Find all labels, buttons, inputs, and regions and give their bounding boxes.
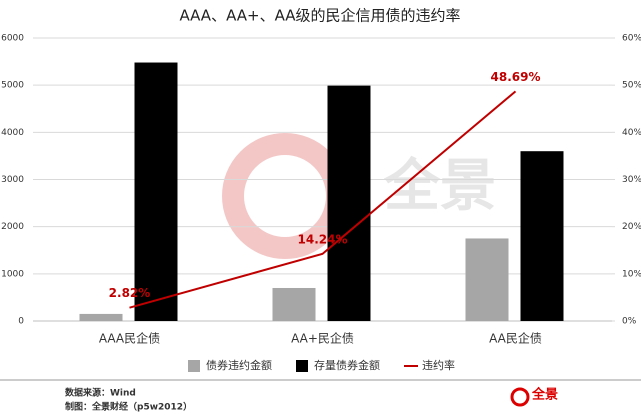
y-tick-label: 6000 [1, 34, 24, 44]
y-tick-label: 0 [18, 317, 24, 327]
x-tick-label: AAA民企债 [99, 331, 160, 346]
y-tick-label: 2000 [1, 222, 24, 232]
legend-label: 债券违约金额 [206, 358, 272, 372]
y-tick-label: 5000 [1, 81, 24, 91]
y-tick-label: 1000 [1, 269, 24, 279]
y2-tick-label: 20% [622, 222, 641, 232]
x-tick-label: AA+民企债 [291, 331, 354, 346]
y2-tick-label: 40% [622, 128, 641, 138]
source-note: 数据来源：Wind [65, 387, 136, 399]
credit-note: 制图：全景财经（p5w2012） [65, 401, 192, 413]
y2-tick-label: 60% [622, 34, 641, 44]
bar [79, 313, 123, 321]
watermark: 全景 [383, 154, 496, 219]
legend-swatch [296, 360, 308, 372]
bar [134, 62, 178, 321]
data-label: 14.24% [298, 232, 348, 246]
y-tick-label: 3000 [1, 175, 24, 185]
y-tick-label: 4000 [1, 128, 24, 138]
y2-tick-label: 0% [622, 317, 637, 327]
bar [327, 85, 371, 321]
chart-title: AAA、AA+、AA级的民企信用债的违约率 [179, 7, 460, 25]
y2-tick-label: 50% [622, 81, 641, 91]
data-label: 48.69% [491, 70, 541, 84]
x-tick-label: AA民企债 [489, 331, 542, 346]
bar [272, 287, 316, 321]
bar [520, 151, 564, 321]
legend-label: 存量债券金额 [314, 358, 380, 372]
legend-label: 违约率 [422, 358, 455, 372]
y2-tick-label: 30% [622, 175, 641, 185]
footer-logo-icon [510, 387, 530, 407]
bar [465, 238, 509, 321]
y2-tick-label: 10% [622, 269, 641, 279]
data-label: 2.82% [109, 286, 151, 300]
footer-logo: 全景 [531, 387, 558, 403]
line [129, 90, 517, 309]
legend-swatch [188, 360, 200, 372]
